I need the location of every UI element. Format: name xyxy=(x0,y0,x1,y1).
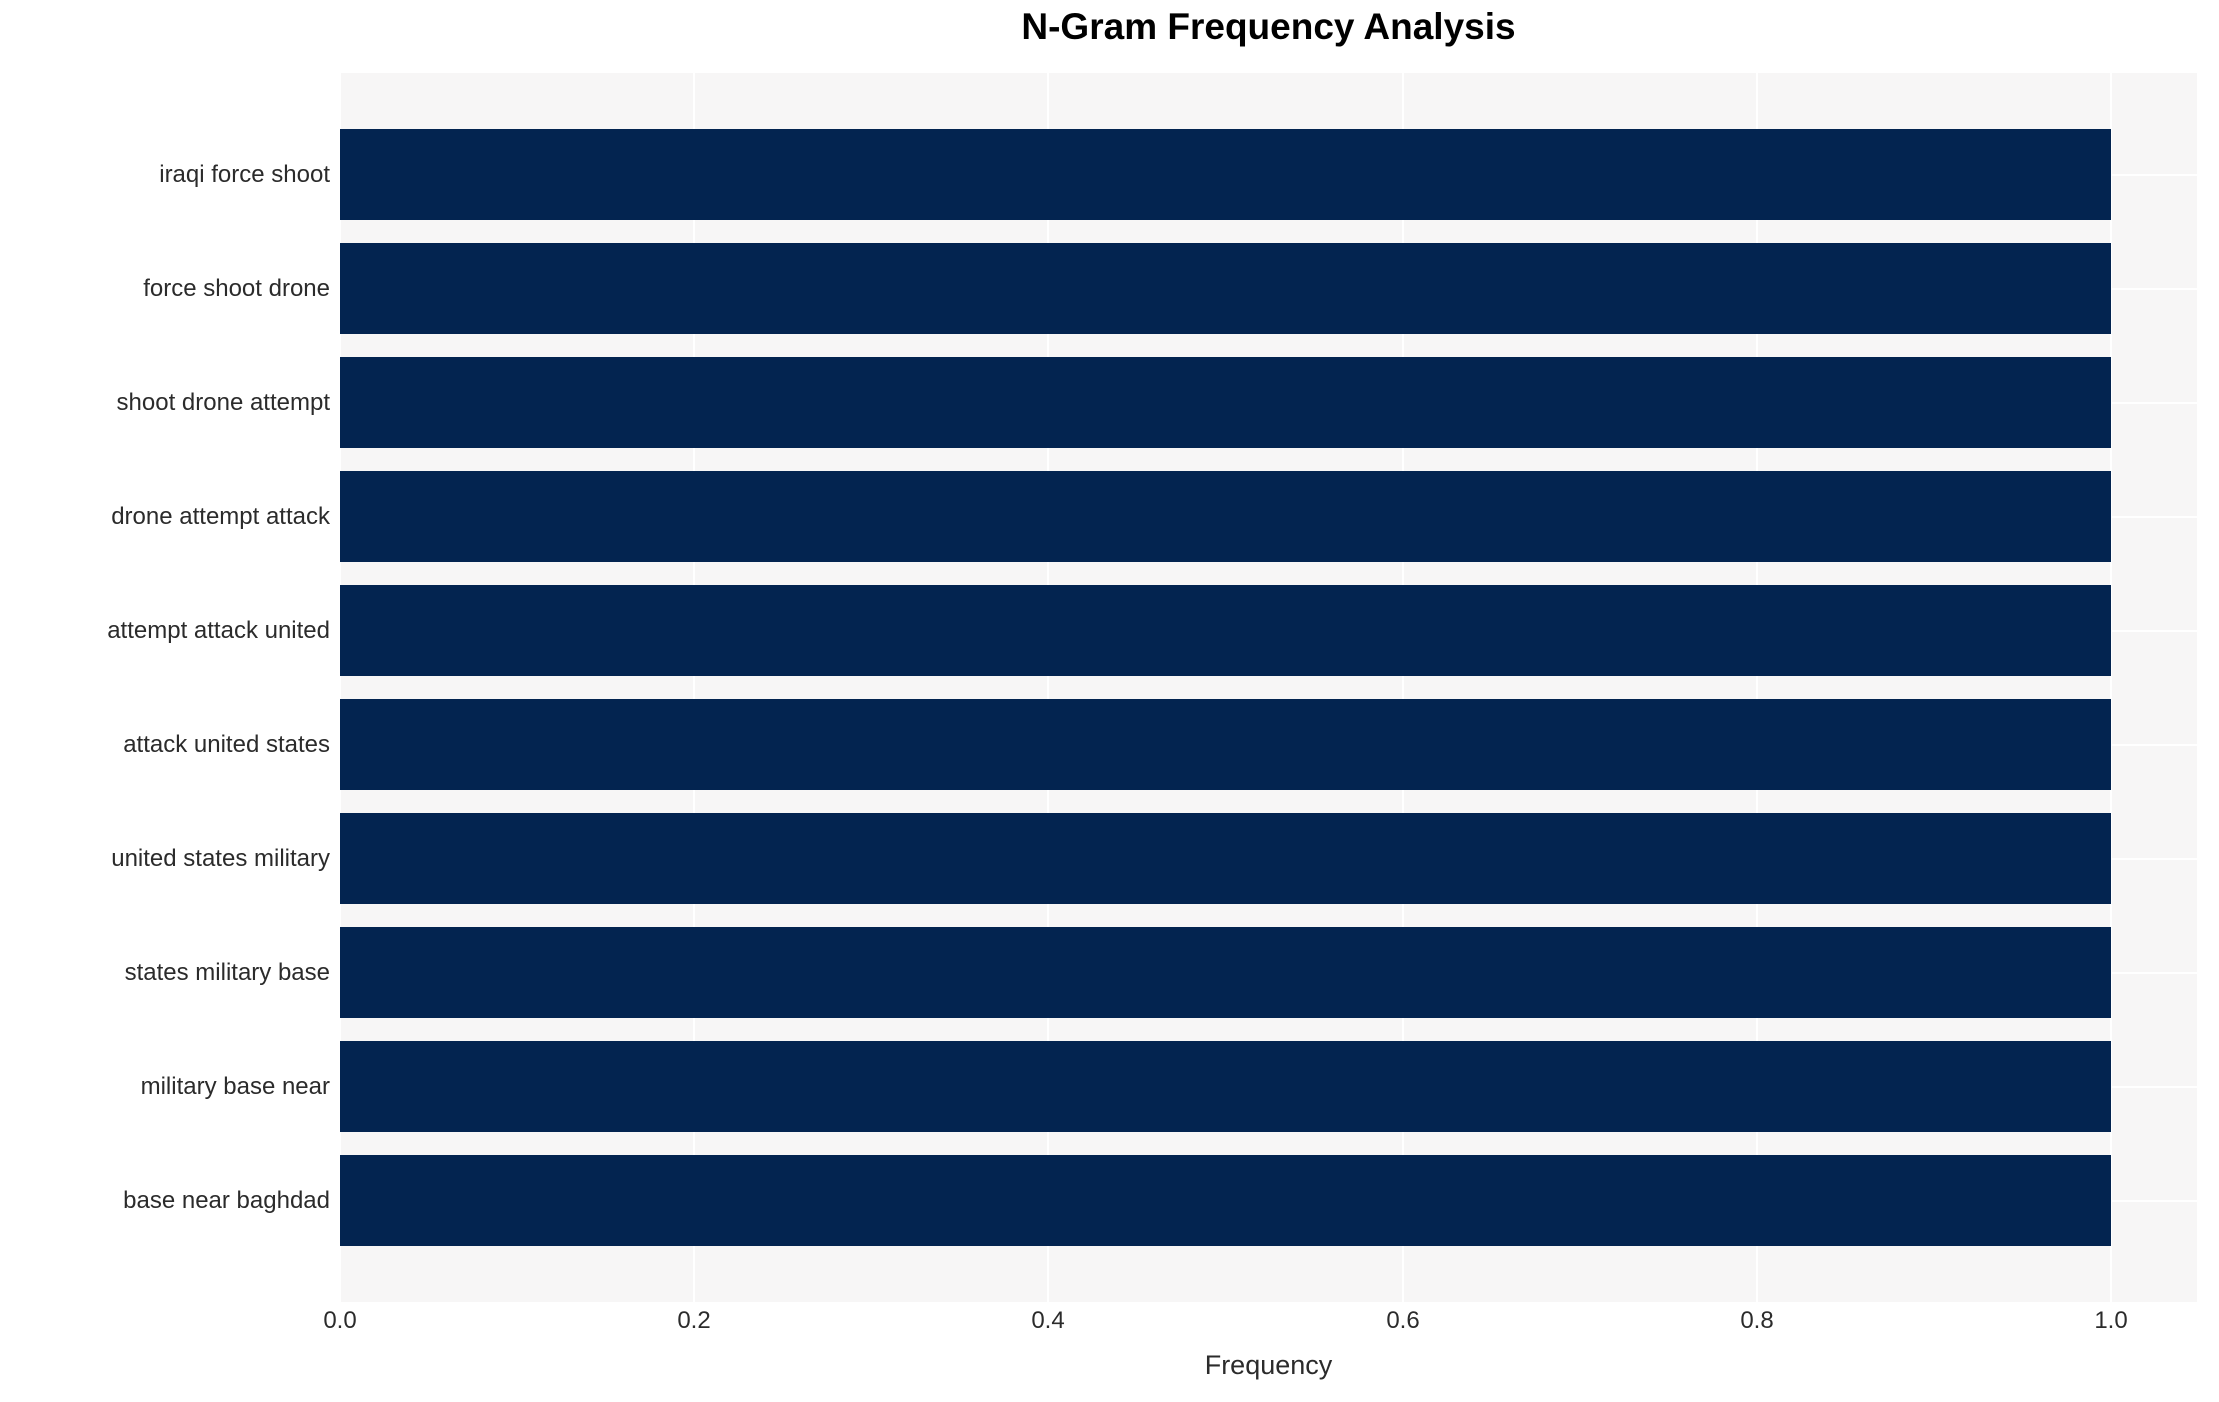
v-gridline xyxy=(1756,73,1758,1302)
x-tick-label: 1.0 xyxy=(2094,1307,2128,1334)
bar xyxy=(340,927,2111,1018)
x-tick-label: 0.8 xyxy=(1740,1307,1774,1334)
v-gridline xyxy=(1047,73,1049,1302)
bar xyxy=(340,471,2111,562)
chart-title: N-Gram Frequency Analysis xyxy=(1021,6,1516,47)
x-tick-label: 0.2 xyxy=(677,1307,711,1334)
v-gridline xyxy=(2110,73,2112,1302)
x-axis: 0.0 0.2 0.4 0.6 0.8 1.0 xyxy=(323,1307,2197,1343)
y-tick-label: base near baghdad xyxy=(123,1187,330,1214)
y-tick-label: drone attempt attack xyxy=(111,503,330,530)
y-tick-label: military base near xyxy=(140,1073,330,1100)
v-gridline xyxy=(340,73,341,1302)
y-axis: iraqi force shoot force shoot drone shoot … xyxy=(0,73,330,1302)
v-gridline xyxy=(693,73,695,1302)
y-tick-label: shoot drone attempt xyxy=(116,389,330,416)
bar xyxy=(340,1041,2111,1132)
v-gridline xyxy=(1402,73,1404,1302)
y-tick-label: states military base xyxy=(124,959,330,986)
bar xyxy=(340,357,2111,448)
bar xyxy=(340,585,2111,676)
x-axis-title: Frequency xyxy=(1204,1350,1333,1380)
y-tick-label: attack united states xyxy=(123,731,330,758)
bar xyxy=(340,243,2111,334)
y-tick-label: force shoot drone xyxy=(143,275,330,302)
bar xyxy=(340,699,2111,790)
bar xyxy=(340,813,2111,904)
y-tick-label: united states military xyxy=(111,845,330,872)
x-tick-label: 0.4 xyxy=(1031,1307,1065,1334)
x-tick-label: 0.6 xyxy=(1386,1307,1420,1334)
bar xyxy=(340,1155,2111,1246)
x-tick-label: 0.0 xyxy=(323,1307,357,1334)
y-tick-label: attempt attack united xyxy=(107,617,330,644)
plot-area xyxy=(340,73,2197,1302)
y-tick-label: iraqi force shoot xyxy=(159,161,330,188)
bar xyxy=(340,129,2111,220)
